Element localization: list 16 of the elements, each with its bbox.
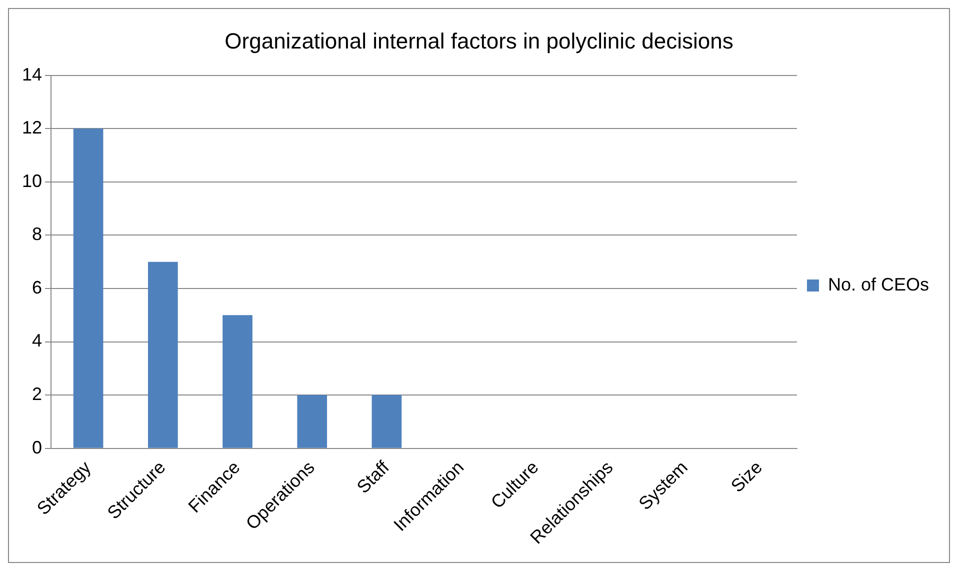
y-tick-label: 12 xyxy=(22,118,42,138)
bar xyxy=(372,395,402,448)
chart-title: Organizational internal factors in polyclinic decisions xyxy=(224,28,734,54)
bar xyxy=(73,128,104,448)
y-tick-label: 6 xyxy=(32,277,42,298)
legend-label: No. of CEOs xyxy=(828,274,929,294)
y-tick-label: 0 xyxy=(32,437,42,458)
bar xyxy=(222,315,252,448)
y-tick-label: 14 xyxy=(22,64,42,84)
y-tick-label: 8 xyxy=(32,224,42,244)
bar xyxy=(297,395,328,448)
x-tick-label: Size xyxy=(727,457,766,496)
bar xyxy=(148,262,178,448)
y-tick-label: 2 xyxy=(32,384,42,404)
y-tick-label: 4 xyxy=(32,330,42,351)
y-tick-label: 10 xyxy=(22,170,42,191)
